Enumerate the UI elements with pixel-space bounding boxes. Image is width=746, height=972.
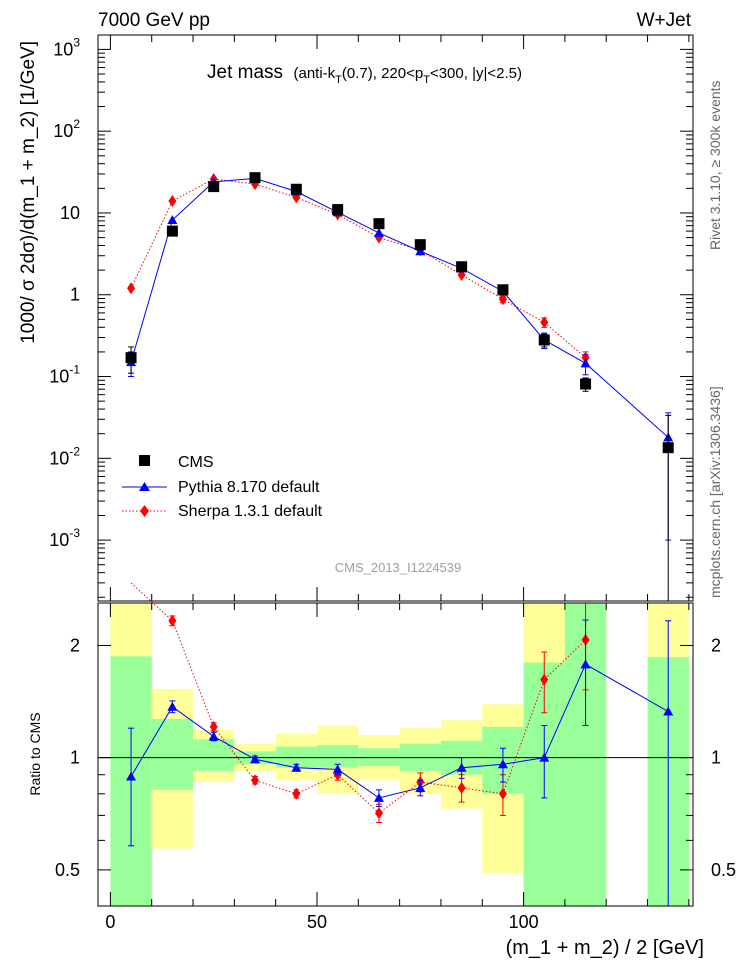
main-frame [97, 34, 694, 602]
ratio-sherpa-point-2 [209, 720, 218, 733]
ratio-pythia-point-11 [580, 659, 591, 669]
header-right: W+Jet [637, 10, 692, 31]
pythia-point-11 [580, 358, 591, 368]
title-part-2: T [335, 74, 342, 86]
ratio-pythia-point-3 [250, 754, 261, 764]
cms-point-9 [497, 284, 509, 296]
title-part-3: (0.7), 220<p [342, 65, 423, 82]
cms-point-5 [332, 204, 344, 216]
legend-sherpa-marker [140, 505, 149, 517]
cms-point-4 [290, 183, 302, 195]
main-ytick-label-2: 10 [60, 203, 80, 223]
watermark: CMS_2013_I1224539 [335, 560, 462, 575]
ratio-sherpa-point-1 [168, 614, 177, 627]
mcplots-label: mcplots.cern.ch [arXiv:1306.3436] [707, 386, 723, 598]
title-part-4: T [423, 74, 430, 86]
ratio-pythia-point-4 [291, 762, 302, 772]
main-ytick-label-0: 103 [53, 35, 80, 59]
x-axis-label: (m_1 + m_2) / 2 [GeV] [506, 937, 704, 959]
ratio-pythia-point-8 [456, 762, 467, 772]
sherpa-series [127, 173, 590, 366]
ratio-pythia-point-2 [208, 731, 219, 741]
ratio-sherpa-point-6 [374, 807, 383, 820]
band-inner-6 [358, 748, 400, 766]
ratio-sherpa-point-9 [498, 787, 507, 800]
cms-point-7 [414, 239, 426, 251]
sherpa-line [130, 178, 586, 359]
ratio-pythia-point-1 [167, 701, 178, 711]
ratio-pythia-point-10 [539, 752, 550, 762]
cms-point-0 [125, 352, 137, 364]
ratio-sherpa-point-3 [251, 774, 260, 787]
title-part-5: <300, |y|<2.5) [430, 65, 522, 82]
rivet-label: Rivet 3.1.10, ≥ 300k events [707, 80, 723, 250]
ratio-bands [110, 603, 689, 906]
pythia-point-1 [167, 215, 178, 225]
ratio-ytick-label-1: 1 [70, 748, 80, 768]
ratio-frame [97, 602, 694, 907]
ratio-y-label: Ratio to CMS [27, 712, 43, 795]
ratio-pythia-point-0 [126, 771, 137, 781]
plot-title-main: Jet mass [207, 62, 283, 83]
legend-pythia-label: Pythia 8.170 default [178, 479, 320, 496]
ratio-pythia-point-6 [373, 792, 384, 802]
legend-cms-marker [139, 455, 150, 466]
header-left: 7000 GeV pp [98, 10, 210, 31]
cms-point-8 [456, 261, 468, 273]
cms-series [125, 172, 674, 602]
sherpa-point-10 [540, 316, 549, 329]
main-ytick-label-6: 10-3 [49, 526, 80, 550]
legend-pythia-marker [139, 482, 150, 491]
ratio-ytick-label-2: 2 [70, 635, 80, 655]
sherpa-point-9 [498, 293, 507, 306]
x-tick-label-2: 100 [509, 912, 539, 932]
cms-point-12 [662, 442, 674, 454]
legend: CMS Pythia 8.170 default Sherpa 1.3.1 de… [122, 454, 323, 520]
title-part-1: (anti-k [293, 65, 335, 82]
ratio-sherpa-point-4 [292, 787, 301, 800]
ratio-ytick-label-0: 0.5 [55, 860, 80, 880]
ratio-ytick-label-right-0: 0.5 [711, 860, 736, 880]
ratio-pythia-point-12 [663, 706, 674, 716]
cms-point-11 [580, 378, 592, 390]
legend-sherpa-label: Sherpa 1.3.1 default [178, 503, 323, 520]
ratio-pythia-point-5 [332, 764, 343, 774]
ratio-sherpa-point-10 [540, 673, 549, 686]
main-plot [125, 172, 674, 602]
ratio-ytick-label-right-2: 2 [711, 635, 721, 655]
main-ytick-label-4: 10-1 [49, 363, 80, 387]
ratio-sherpa-point-8 [457, 781, 466, 794]
pythia-point-7 [415, 246, 426, 256]
ratio-pythia-series [126, 619, 674, 907]
band-inner-1 [151, 718, 194, 790]
plot-title: Jet mass (anti-kT(0.7), 220<pT<300, |y|<… [207, 62, 522, 86]
main-ytick-label-3: 1 [70, 285, 80, 305]
x-tick-label-1: 50 [307, 912, 327, 932]
pythia-line [130, 177, 669, 438]
cms-point-2 [208, 181, 220, 193]
ratio-pythia-point-7 [415, 782, 426, 792]
main-y-label: 1000/ σ 2dσ)/d(m_1 + m_2) [1/GeV] [18, 41, 39, 344]
ratio-pythia-point-9 [497, 759, 508, 769]
sherpa-point-0 [127, 282, 136, 295]
ratio-sherpa-line [130, 582, 586, 814]
main-ytick-label-1: 102 [53, 117, 80, 141]
cms-point-10 [538, 334, 550, 346]
legend-cms-label: CMS [178, 454, 214, 471]
sherpa-point-1 [168, 195, 177, 208]
main-ytick-label-5: 10-2 [49, 444, 80, 468]
ratio-plot [98, 582, 693, 907]
ratio-ytick-label-right-1: 1 [711, 748, 721, 768]
pythia-point-6 [373, 227, 384, 237]
cms-point-1 [166, 225, 178, 237]
band-inner-5 [316, 745, 359, 768]
cms-point-3 [249, 172, 261, 184]
x-tick-label-0: 0 [105, 912, 115, 932]
cms-point-6 [373, 218, 385, 230]
